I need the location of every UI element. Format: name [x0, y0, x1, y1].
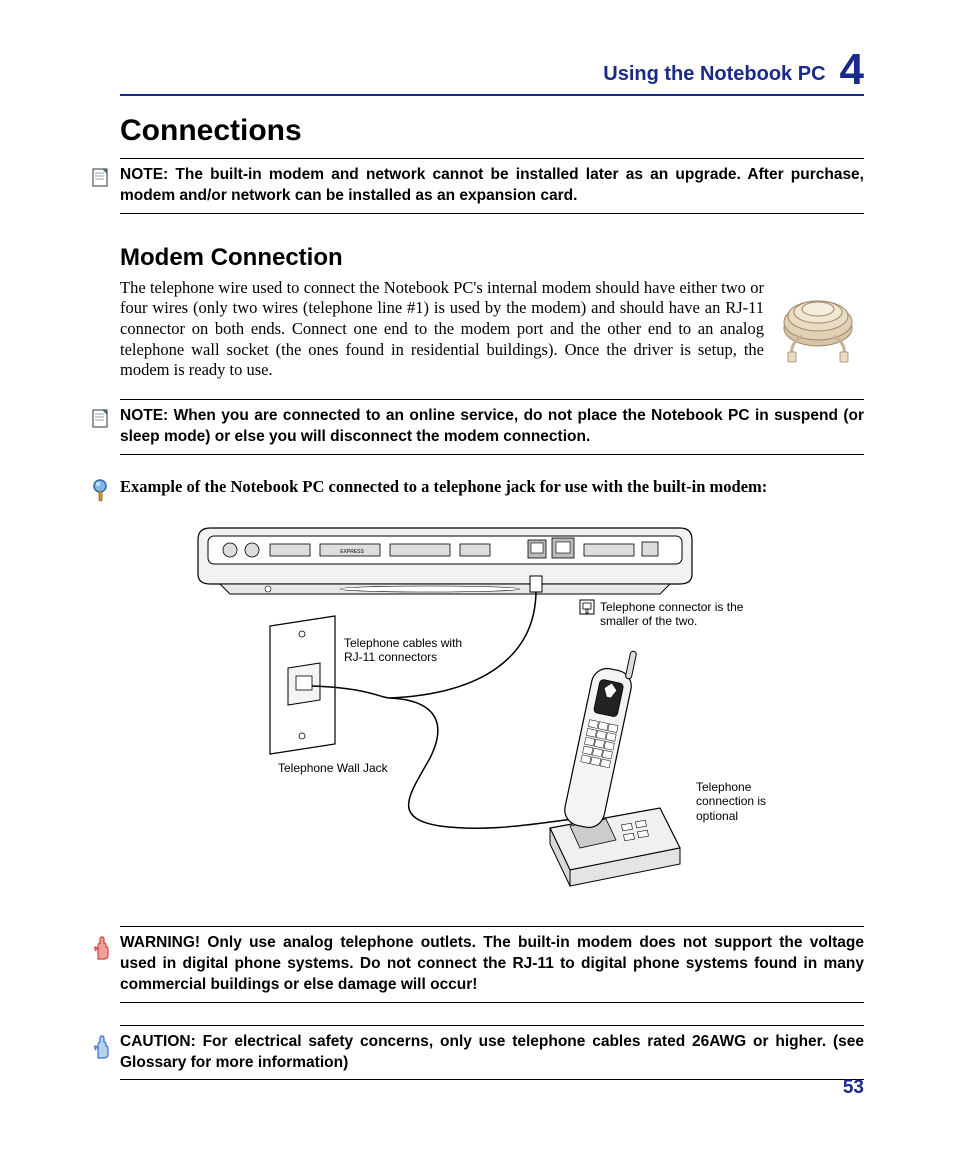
chapter-number: 4: [840, 48, 864, 92]
note-text-1: NOTE: The built-in modem and network can…: [120, 165, 864, 207]
diagram-label-optional: Telephone connection is optional: [696, 780, 806, 823]
warning-text: WARNING! Only use analog telephone outle…: [120, 933, 864, 996]
subsection-title: Modem Connection: [120, 244, 864, 272]
svg-text:EXPRESS: EXPRESS: [340, 549, 364, 555]
caution-block: CAUTION: For electrical safety concerns,…: [120, 1025, 864, 1081]
note-text-2: NOTE: When you are connected to an onlin…: [120, 406, 864, 448]
body-paragraph: The telephone wire used to connect the N…: [120, 278, 764, 381]
chapter-header: Using the Notebook PC 4: [120, 48, 864, 96]
page-number: 53: [843, 1077, 864, 1099]
note-page-icon: [90, 408, 112, 435]
diagram-label-walljack: Telephone Wall Jack: [278, 761, 398, 775]
cable-coil-image: [772, 278, 864, 370]
note-block-1: NOTE: The built-in modem and network can…: [120, 158, 864, 214]
note-block-2: NOTE: When you are connected to an onlin…: [120, 399, 864, 455]
section-title: Connections: [120, 114, 864, 148]
magnifier-icon: [90, 490, 112, 507]
diagram-label-connector: Telephone connector is the smaller of th…: [600, 600, 750, 629]
modem-diagram: EXPRESS: [120, 518, 864, 898]
note-page-icon: [90, 167, 112, 194]
caution-text: CAUTION: For electrical safety concerns,…: [120, 1032, 864, 1074]
example-row: Example of the Notebook PC connected to …: [120, 477, 864, 508]
diagram-label-cables: Telephone cables with RJ-11 connectors: [344, 636, 484, 665]
chapter-title: Using the Notebook PC: [603, 63, 825, 92]
warning-block: WARNING! Only use analog telephone outle…: [120, 926, 864, 1003]
caution-hand-icon: [90, 1034, 114, 1065]
warning-hand-icon: [90, 935, 114, 966]
example-text: Example of the Notebook PC connected to …: [120, 477, 767, 497]
